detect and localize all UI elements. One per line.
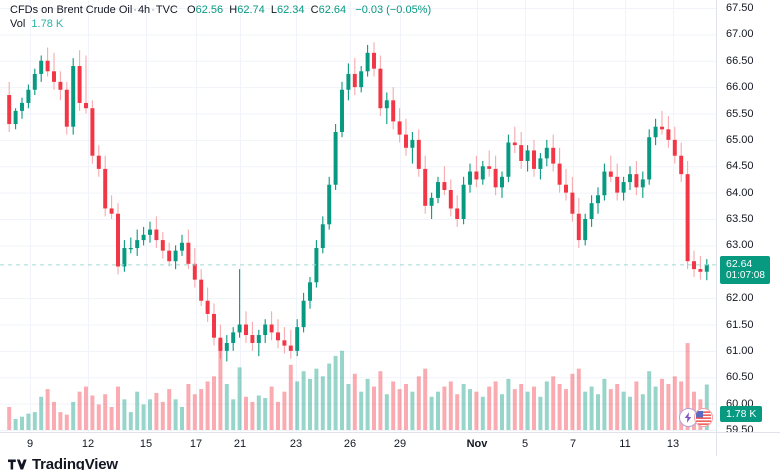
time-tick: 12 [81, 438, 95, 450]
us-flag-icon [696, 410, 711, 425]
tradingview-logo-text: TradingView [32, 458, 118, 470]
time-tick: 23 [289, 438, 303, 450]
price-tick: 61.50 [726, 318, 754, 331]
tradingview-logo-icon [8, 459, 27, 469]
price-tick: 67.50 [726, 2, 754, 14]
price-tick: 65.50 [726, 107, 754, 120]
time-tick: 29 [393, 438, 407, 450]
price-tick: 65.00 [726, 133, 754, 146]
time-tick: 17 [189, 438, 203, 450]
lightning-icon [684, 412, 692, 423]
time-tick: 9 [26, 438, 34, 450]
price-tick: 66.00 [726, 81, 754, 94]
grid-layer [0, 0, 716, 432]
price-tick: 63.00 [726, 239, 754, 252]
tradingview-footer: TradingView [8, 458, 118, 470]
time-tick: 11 [619, 438, 631, 450]
time-tick: 21 [233, 438, 247, 450]
last-price-badge[interactable]: 62.64 01:07:08 [720, 256, 770, 285]
axis-corner [716, 432, 780, 456]
time-tick: 13 [666, 438, 680, 450]
price-tick: 61.00 [726, 344, 754, 357]
time-tick: 7 [569, 438, 577, 450]
volume-badge[interactable]: 1.78 K [720, 406, 763, 422]
time-axis[interactable]: 9 12 15 17 21 23 26 29 Nov 5 7 11 13 [0, 432, 716, 456]
price-tick: 60.50 [726, 371, 754, 384]
time-tick: 26 [343, 438, 357, 450]
last-price-value: 62.64 [726, 258, 753, 271]
time-tick: 5 [521, 438, 529, 450]
us-flag-badge[interactable] [694, 408, 713, 427]
price-tick: 62.00 [726, 292, 754, 305]
price-tick: 63.50 [726, 213, 754, 225]
price-tick: 64.00 [726, 186, 754, 199]
time-tick: Nov [466, 438, 488, 450]
price-tick: 67.00 [726, 28, 754, 41]
price-tick: 66.50 [726, 54, 754, 67]
bar-countdown: 01:07:08 [726, 270, 765, 282]
chart-badge-group[interactable] [679, 408, 713, 427]
price-line-overlay [0, 264, 716, 266]
candlestick-series [7, 42, 709, 430]
chart-pane[interactable]: CFDs on Brent Crude Oil·4h·TVC O62.56 H6… [0, 0, 716, 432]
price-axis[interactable]: 67.50 67.00 66.50 66.00 65.50 65.00 64.50 64.00… [716, 0, 780, 436]
price-tick: 64.50 [726, 160, 754, 173]
time-tick: 15 [139, 438, 153, 450]
